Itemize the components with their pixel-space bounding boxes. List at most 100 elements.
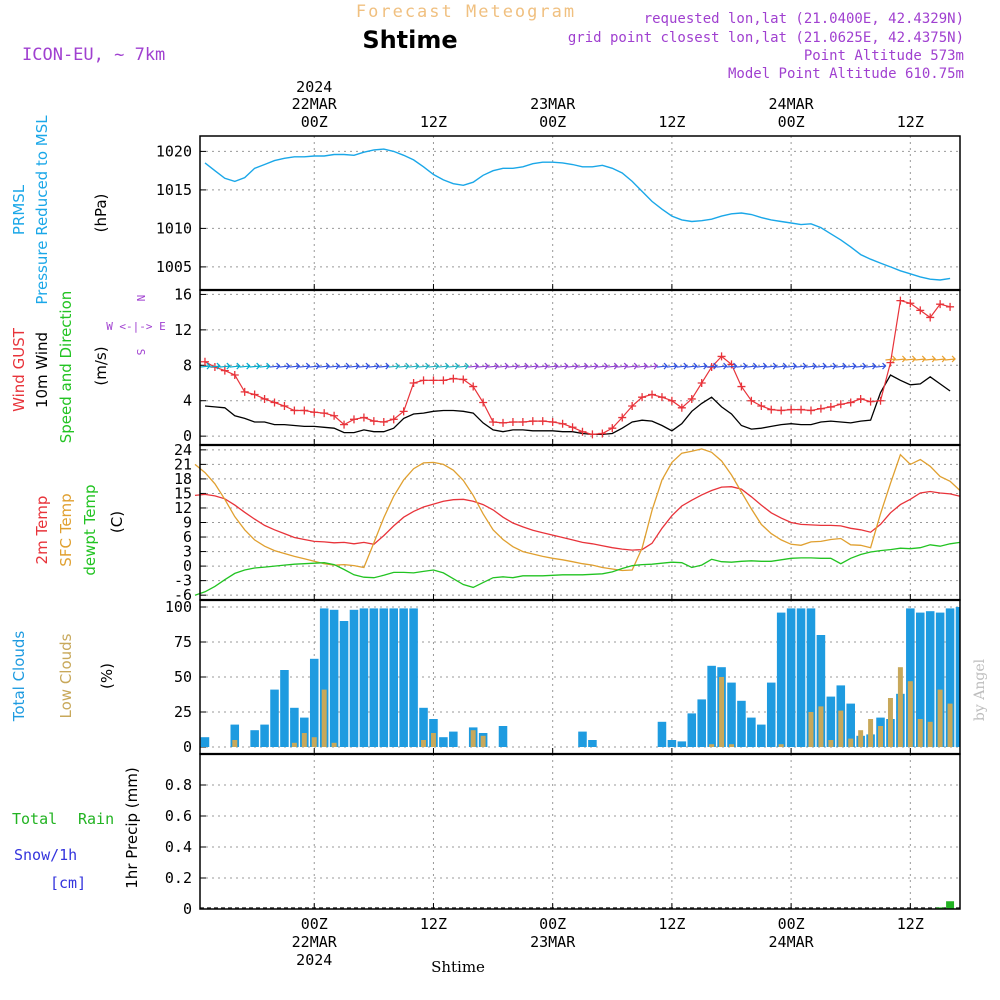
wind-direction-arrow (527, 362, 539, 370)
wind-gust-marker (330, 411, 339, 420)
wind-direction-arrow (795, 362, 807, 370)
wind-gust-marker (846, 398, 855, 407)
total-clouds-bar (329, 609, 339, 747)
model-name: ICON-EU, ~ 7km (22, 45, 165, 65)
wind-direction-arrow (239, 362, 251, 370)
y-tick-label: 12 (174, 321, 192, 339)
wind-direction-arrow (517, 362, 529, 370)
low-clouds-bar (232, 740, 238, 747)
wind-gust-marker (657, 393, 666, 402)
wind-gust-marker (856, 394, 865, 403)
total-clouds-bar (766, 682, 776, 747)
wind-gust-marker (340, 420, 349, 429)
total-clouds-bar (349, 609, 359, 747)
total-clouds-bar (657, 721, 667, 747)
low-clouds-bar (828, 740, 834, 747)
y-tick-label: 1010 (156, 219, 192, 237)
wind-gust-marker (369, 417, 378, 426)
snow-label: Snow/1h (14, 846, 77, 864)
wind-direction-arrow (915, 355, 927, 363)
wind-gust-marker (787, 405, 796, 414)
rain-bar (936, 907, 945, 909)
wind-direction-arrow (507, 362, 519, 370)
wind-direction-arrow (825, 362, 837, 370)
wind-speed-line (204, 374, 951, 436)
wind-direction-arrow (587, 362, 599, 370)
low-clouds-bar (808, 712, 814, 747)
sfc-temp-line (194, 448, 961, 572)
total-clouds-bar (945, 608, 955, 747)
wind-gust-marker (836, 400, 845, 409)
low-clouds-bar (421, 740, 427, 747)
wind-gust-marker (946, 302, 955, 311)
wind-direction-arrow (835, 362, 847, 370)
y-tick-label: 21 (174, 455, 192, 473)
direction-label: Speed and Direction (57, 291, 75, 444)
total-clouds-bar (409, 608, 418, 747)
top-date-label: 23MAR (530, 95, 576, 113)
total-clouds-bar (498, 726, 508, 747)
total-clouds-bar (399, 608, 408, 747)
wind-gust-marker (429, 376, 438, 385)
requested-coords: requested lon,lat (21.0400E, 42.4329N) (644, 11, 964, 27)
low-clouds-bar (480, 735, 486, 747)
total-clouds-bar (816, 635, 826, 747)
temp-2m-label: 2m Temp (33, 496, 51, 565)
wind-gust-marker (230, 371, 239, 380)
y-tick-label: 50 (174, 668, 192, 686)
dewpt-temp-line (194, 541, 961, 596)
top-time-label: 00Z (778, 113, 805, 131)
total-clouds-bar (707, 665, 716, 747)
wind-gust-line (204, 299, 951, 436)
total-clouds-bar (806, 608, 816, 747)
chart-title: Forecast Meteogram (356, 2, 576, 22)
low-clouds-bar (331, 742, 337, 747)
wind-gust-marker (349, 415, 358, 424)
wind-direction-arrow (338, 362, 350, 370)
wind-direction-arrow (577, 362, 589, 370)
total-clouds-bar (588, 740, 597, 747)
wind-direction-arrow (557, 362, 569, 370)
wind-gust-marker (747, 396, 756, 405)
wind-gust-marker (866, 397, 875, 406)
total-clouds-bar (955, 607, 960, 747)
wind-gust-marker (926, 313, 935, 322)
wind-direction-arrow (766, 362, 778, 370)
wind-direction-arrow (617, 362, 629, 370)
total-label: Total (12, 810, 57, 828)
bottom-time-label: 00Z (301, 915, 328, 933)
wind-gust-marker (906, 299, 915, 308)
total-clouds-bar (776, 612, 786, 747)
temp-2m-line (194, 486, 961, 551)
wind-gust-marker (806, 406, 815, 415)
total-clouds-bar (230, 724, 240, 747)
wind-direction-arrow (309, 362, 321, 370)
wind-direction-arrow (537, 362, 549, 370)
y-tick-label: 6 (183, 528, 192, 546)
wind-gust-marker (320, 409, 329, 418)
wind-gust-marker (508, 417, 517, 426)
snow-unit: [cm] (50, 874, 86, 892)
wind-gust-marker (628, 402, 637, 411)
low-clouds-bar (470, 730, 476, 747)
wind-gust-marker (409, 379, 418, 387)
wind-direction-arrow (488, 362, 499, 370)
gust-label: Wind GUST (10, 327, 28, 412)
y-tick-label: 12 (174, 499, 192, 517)
wind-gust-marker (876, 396, 885, 405)
wind-direction-arrow (219, 362, 231, 370)
wind-gust-marker (538, 417, 547, 426)
wind-direction-arrow (925, 355, 937, 363)
total-clouds-bar (439, 737, 448, 747)
low-clouds-bar (311, 737, 317, 747)
total-clouds-bar (290, 707, 299, 747)
wind-direction-arrow (905, 355, 917, 363)
wind-gust-marker (797, 405, 806, 414)
low-clouds-bar (719, 677, 725, 747)
total-clouds-bar (260, 724, 269, 747)
total-clouds-bar (747, 717, 756, 747)
low-clouds-bar (868, 719, 874, 747)
clouds-unit: (%) (98, 663, 116, 689)
wind-direction-arrow (428, 362, 440, 370)
